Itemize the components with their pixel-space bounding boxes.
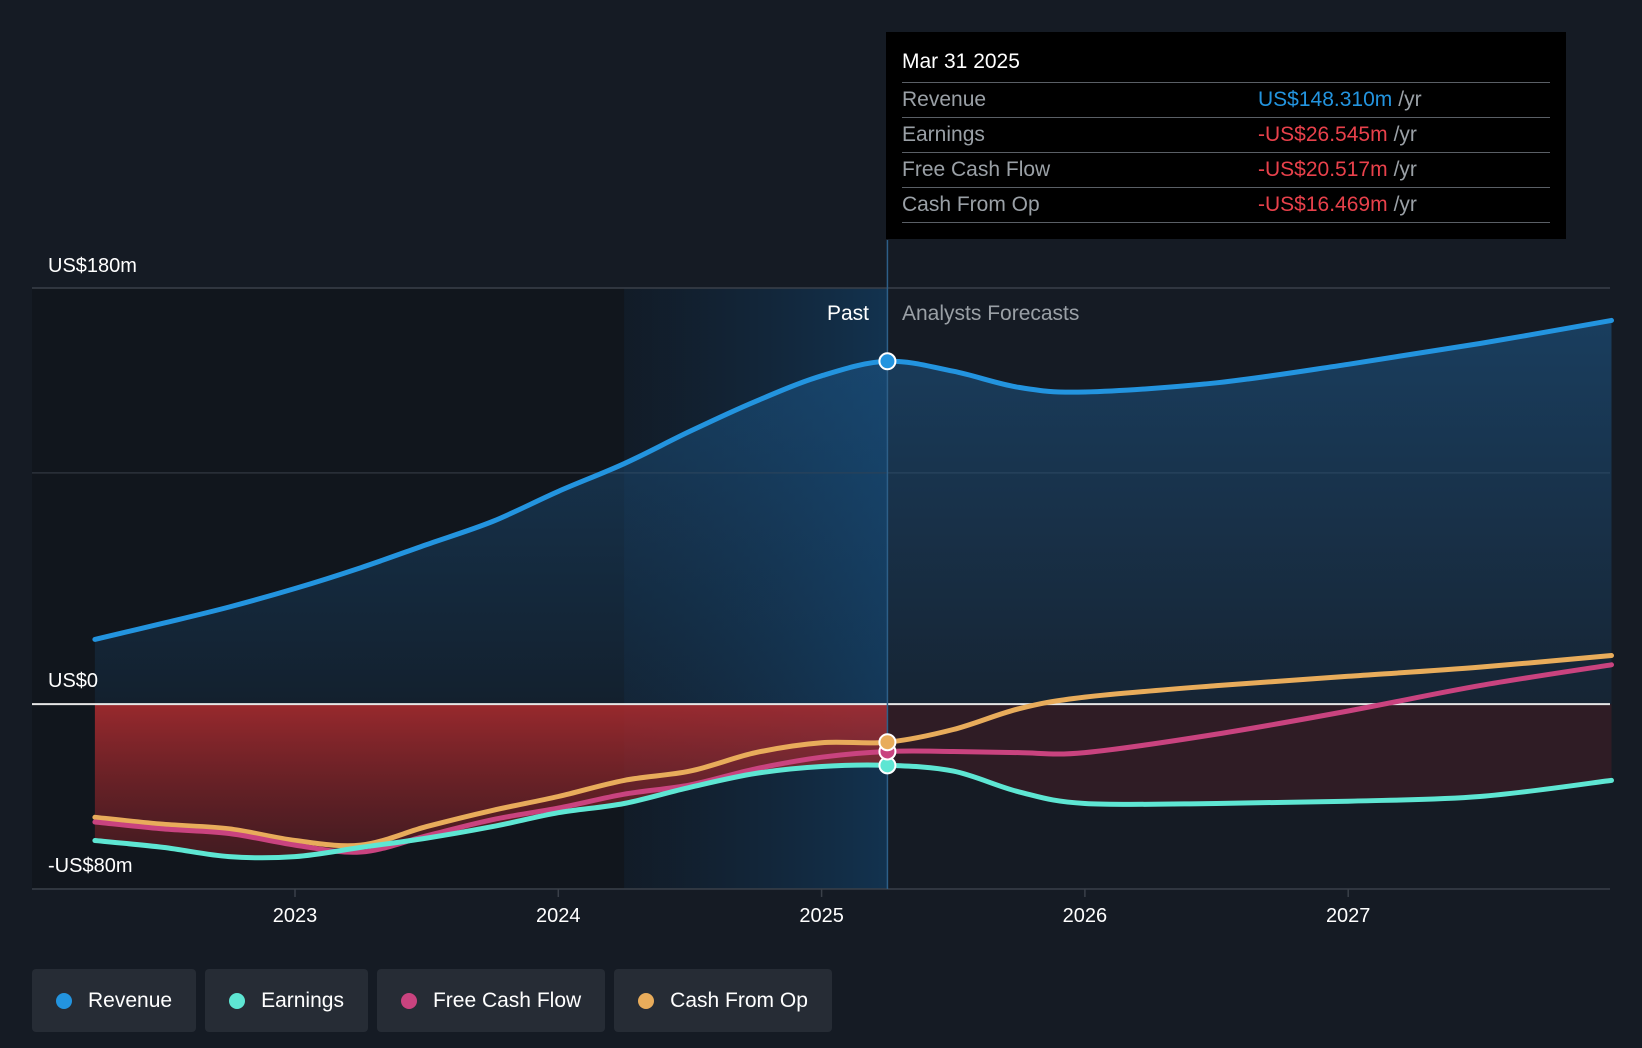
tooltip-date: Mar 31 2025 <box>902 50 1020 73</box>
x-tick-label: 2023 <box>273 905 318 927</box>
legend-label: Revenue <box>88 988 173 1012</box>
forecast-label: Analysts Forecasts <box>902 302 1079 325</box>
tooltip-row-unit: /yr <box>1393 123 1417 146</box>
marker-cash-from-op[interactable] <box>878 733 897 752</box>
revenue-area <box>94 320 1612 705</box>
series-line-revenue[interactable] <box>92 317 1614 642</box>
tooltip-row-unit: /yr <box>1393 193 1417 216</box>
legend-label: Earnings <box>261 988 344 1012</box>
negative-area-past <box>94 704 888 858</box>
tooltip-row-value: -US$16.469m <box>1258 193 1388 216</box>
legend-dot-icon <box>56 992 72 1009</box>
legend-dot-icon <box>638 992 655 1009</box>
tooltip-row-earnings: Earnings -US$26.545m /yr <box>902 117 1550 152</box>
tooltip: Mar 31 2025 Revenue US$148.310m /yr Earn… <box>886 32 1566 239</box>
x-tick-label: 2025 <box>799 905 844 927</box>
tooltip-row-name: Cash From Op <box>902 193 1040 216</box>
tooltip-row-value: -US$26.545m <box>1258 123 1388 146</box>
legend-item-cash-from-op[interactable]: Cash From Op <box>614 969 832 1032</box>
negative-area-forecast <box>887 704 1612 805</box>
tooltip-row-revenue: Revenue US$148.310m /yr <box>902 82 1550 117</box>
legend: Revenue Earnings Free Cash Flow Cash Fro… <box>32 969 832 1032</box>
x-tick-label: 2024 <box>536 905 581 927</box>
y-label-max: US$180m <box>48 255 137 277</box>
y-label-zero: US$0 <box>48 670 98 692</box>
marker-revenue[interactable] <box>878 352 897 371</box>
legend-item-revenue[interactable]: Revenue <box>32 969 197 1032</box>
x-tick-label: 2027 <box>1326 905 1371 927</box>
legend-dot-icon <box>229 992 246 1009</box>
series-line-cash-from-op[interactable] <box>92 653 1614 849</box>
tooltip-row-unit: /yr <box>1393 158 1417 181</box>
legend-label: Cash From Op <box>670 988 808 1012</box>
tooltip-row-name: Free Cash Flow <box>902 158 1051 181</box>
tooltip-row-name: Revenue <box>902 88 987 111</box>
legend-dot-icon <box>400 992 417 1009</box>
y-label-min: -US$80m <box>48 855 132 877</box>
x-tick-label: 2026 <box>1063 905 1108 927</box>
tooltip-row-value: US$148.310m <box>1258 88 1393 111</box>
tooltip-row-unit: /yr <box>1398 88 1422 111</box>
series-line-free-cash-flow[interactable] <box>92 662 1614 855</box>
tooltip-row-value: -US$20.517m <box>1258 158 1388 181</box>
legend-item-earnings[interactable]: Earnings <box>205 969 368 1032</box>
x-axis-ticks: 2023 2024 2025 2026 2027 <box>273 889 1371 927</box>
past-label: Past <box>827 302 869 325</box>
tooltip-row-free-cash-flow: Free Cash Flow -US$20.517m /yr <box>902 152 1550 187</box>
legend-item-free-cash-flow[interactable]: Free Cash Flow <box>376 969 606 1032</box>
legend-label: Free Cash Flow <box>432 988 582 1012</box>
tooltip-row-name: Earnings <box>902 123 985 146</box>
tooltip-row-cash-from-op: Cash From Op -US$16.469m /yr <box>902 187 1550 223</box>
series-line-earnings[interactable] <box>92 762 1614 861</box>
